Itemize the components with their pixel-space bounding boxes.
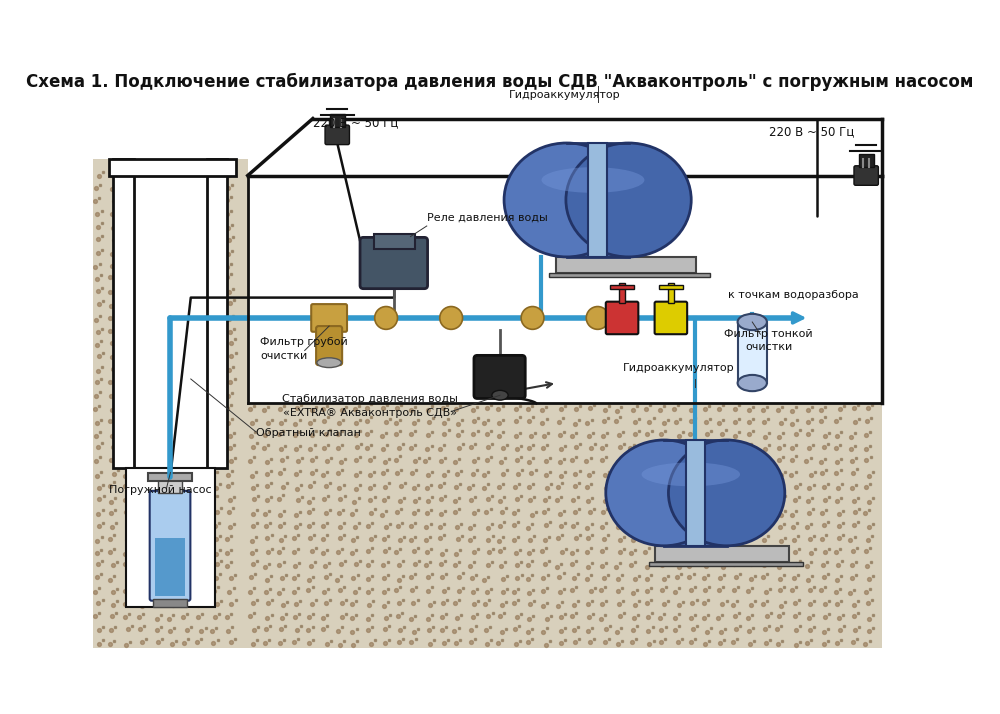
Ellipse shape: [642, 463, 740, 486]
Ellipse shape: [738, 375, 767, 391]
Bar: [655, 545, 789, 562]
Bar: [649, 562, 803, 566]
Circle shape: [375, 306, 397, 329]
Bar: [248, 176, 882, 403]
Ellipse shape: [492, 391, 508, 400]
Bar: [248, 403, 882, 648]
Bar: [610, 285, 634, 289]
Bar: [113, 159, 134, 468]
Bar: [859, 154, 874, 167]
FancyBboxPatch shape: [316, 326, 342, 365]
Bar: [619, 283, 625, 303]
Circle shape: [521, 306, 544, 329]
Text: Реле давления воды: Реле давления воды: [427, 212, 548, 222]
Bar: [549, 273, 710, 277]
FancyBboxPatch shape: [311, 304, 347, 332]
Bar: [588, 143, 607, 257]
Bar: [556, 257, 696, 273]
Text: Фильтр тонкой
очистки: Фильтр тонкой очистки: [724, 329, 813, 353]
Text: Гидроаккумулятор: Гидроаккумулятор: [509, 90, 621, 100]
FancyBboxPatch shape: [606, 302, 638, 334]
Ellipse shape: [317, 358, 341, 368]
Bar: [155, 538, 185, 596]
Bar: [738, 322, 767, 383]
FancyBboxPatch shape: [360, 237, 428, 288]
Ellipse shape: [738, 314, 767, 330]
Bar: [148, 473, 192, 481]
FancyBboxPatch shape: [655, 302, 687, 334]
Bar: [109, 159, 236, 176]
Text: Схема 1. Подключение стабилизатора давления воды СДВ "Акваконтроль" с погружным : Схема 1. Подключение стабилизатора давле…: [26, 73, 974, 91]
Text: 220 В ~ 50 Гц: 220 В ~ 50 Гц: [769, 125, 854, 138]
Ellipse shape: [542, 167, 644, 193]
Bar: [668, 283, 674, 303]
Text: Обратный клапан: Обратный клапан: [256, 428, 361, 438]
Circle shape: [440, 306, 463, 329]
Bar: [330, 114, 345, 126]
Bar: [153, 598, 187, 607]
FancyBboxPatch shape: [325, 125, 349, 145]
Bar: [567, 143, 629, 257]
Bar: [93, 159, 248, 648]
Text: Фильтр грубой
очистки: Фильтр грубой очистки: [260, 338, 348, 361]
Ellipse shape: [504, 143, 629, 257]
FancyBboxPatch shape: [474, 356, 525, 398]
Bar: [134, 176, 207, 468]
Bar: [686, 440, 705, 545]
Bar: [664, 440, 727, 545]
Bar: [126, 468, 215, 607]
Text: Гидроаккумулятор: Гидроаккумулятор: [623, 363, 735, 373]
Text: Погружной насос: Погружной насос: [109, 485, 212, 495]
Ellipse shape: [566, 143, 691, 257]
Bar: [659, 285, 683, 289]
Text: 220 В ~ 50 Гц: 220 В ~ 50 Гц: [313, 116, 398, 130]
Ellipse shape: [668, 440, 785, 545]
FancyBboxPatch shape: [854, 166, 878, 186]
Circle shape: [586, 306, 609, 329]
FancyBboxPatch shape: [150, 491, 190, 600]
Text: Стабилизатор давления воды
«EXTRA® Акваконтроль СДВ»: Стабилизатор давления воды «EXTRA® Аквак…: [282, 394, 458, 418]
Ellipse shape: [606, 440, 722, 545]
Bar: [207, 159, 227, 468]
Text: к точкам водоразбора: к точкам водоразбора: [728, 290, 859, 300]
Bar: [158, 475, 182, 493]
Bar: [374, 234, 415, 248]
